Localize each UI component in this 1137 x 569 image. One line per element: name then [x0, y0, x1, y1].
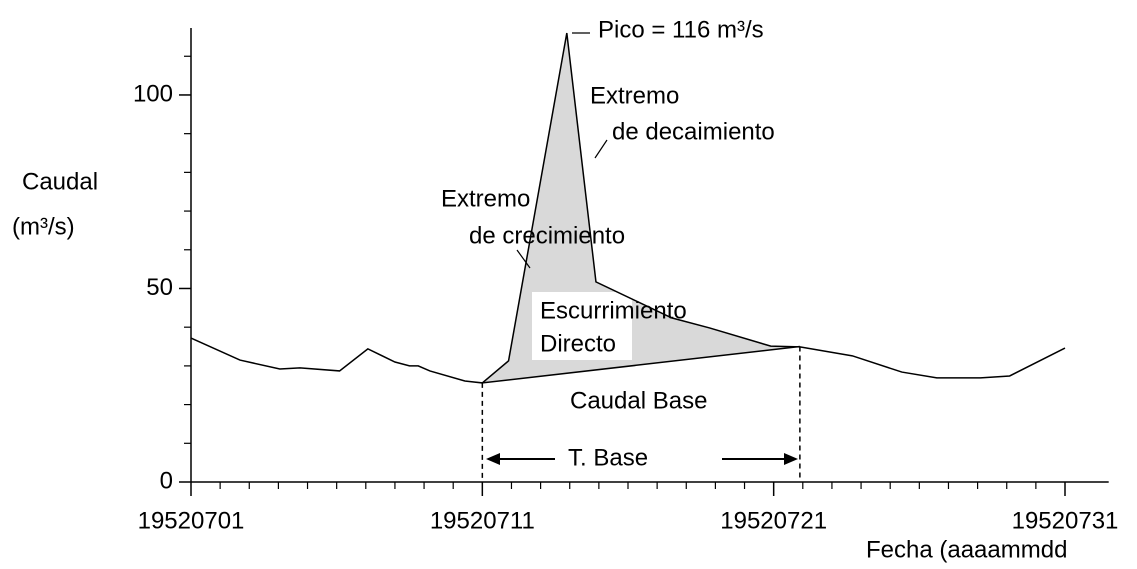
x-tick-label: 19520731: [1012, 507, 1119, 534]
baseflow-line: [482, 345, 800, 384]
annotation: Caudal Base: [570, 387, 707, 414]
annotation: Extremo: [441, 185, 530, 212]
hydrograph-line: [190, 32, 1066, 384]
annotation: Extremo: [590, 82, 679, 109]
y-tick-label: 0: [160, 467, 173, 494]
pointer: [516, 249, 531, 269]
annotation: T. Base: [568, 444, 648, 471]
annotation: de crecimiento: [469, 222, 625, 249]
pointer: [594, 139, 608, 159]
y-axis-label: (m³/s): [12, 213, 75, 240]
x-tick-label: 19520721: [720, 507, 827, 534]
label-background: [532, 292, 632, 360]
y-axis-label: Caudal: [22, 168, 98, 195]
y-tick-label: 50: [146, 274, 173, 301]
annotation: de decaimiento: [612, 118, 775, 145]
annotation: Directo: [540, 330, 616, 357]
t-base-arrows: [486, 453, 798, 465]
x-axis-label: Fecha (aaaammdd: [866, 536, 1067, 563]
x-tick-label: 19520701: [138, 507, 245, 534]
y-tick-label: 100: [133, 80, 173, 107]
x-tick-label: 19520711: [430, 507, 535, 534]
annotation: Pico = 116 m³/s: [598, 16, 764, 43]
annotation: Escurrimiento: [540, 297, 687, 324]
